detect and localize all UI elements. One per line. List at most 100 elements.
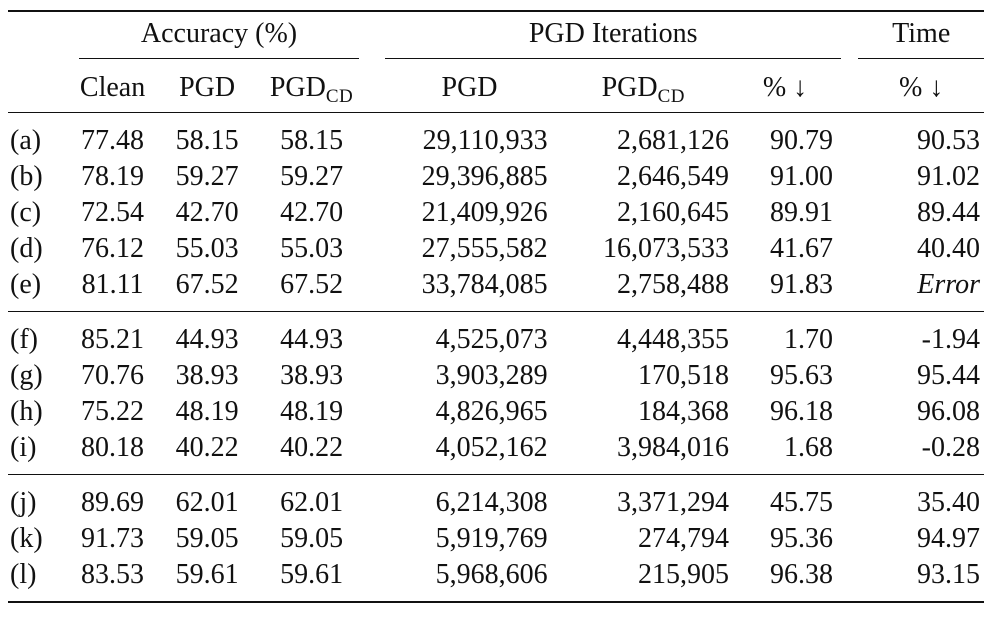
row-label: (f) — [10, 324, 38, 355]
cell-iter-pct: 90.79 — [769, 125, 833, 156]
cell-time-pct: 95.44 — [917, 360, 980, 391]
table-row: (a) 77.48 58.15 58.15 29,110,933 2,681,126 90.… — [8, 112, 984, 160]
cell-pgdcd: 38.93 — [280, 360, 344, 391]
cell-time-pct: -1.94 — [921, 324, 980, 355]
cell-iter-pct: 95.36 — [769, 523, 833, 554]
cell-pgd: 62.01 — [175, 487, 239, 518]
row-label: (c) — [10, 197, 42, 228]
header-row-groups: Accuracy (%) PGD Iterations Time — [8, 11, 984, 64]
results-table: Accuracy (%) PGD Iterations Time Clean P… — [8, 10, 984, 603]
cell-time-pct: 94.97 — [917, 523, 980, 554]
cell-iter-pgdcd: 3,371,294 — [616, 487, 729, 518]
cell-time-pct: -0.28 — [921, 432, 980, 463]
cell-pgd: 55.03 — [175, 233, 239, 264]
cell-pgdcd: 48.19 — [280, 396, 344, 427]
table-row: (f) 85.21 44.93 44.93 4,525,073 4,448,355 1.70… — [8, 311, 984, 359]
cell-iter-pgd: 4,052,162 — [435, 432, 548, 463]
cell-iter-pct: 45.75 — [769, 487, 833, 518]
cell-iter-pgdcd: 4,448,355 — [616, 324, 729, 355]
table-body: (a) 77.48 58.15 58.15 29,110,933 2,681,126 90.… — [8, 112, 984, 602]
cell-iter-pct: 89.91 — [769, 197, 833, 228]
row-label: (b) — [10, 161, 43, 192]
cell-pgdcd: 59.05 — [280, 523, 344, 554]
header-group-accuracy-label: Accuracy (%) — [78, 18, 360, 59]
cell-pgdcd: 55.03 — [280, 233, 344, 264]
table-row: (e) 81.11 67.52 67.52 33,784,085 2,758,488 91.… — [8, 267, 984, 312]
cell-time-pct: 91.02 — [917, 161, 980, 192]
cell-iter-pct: 1.70 — [783, 324, 833, 355]
cell-iter-pgd: 4,525,073 — [435, 324, 548, 355]
header-group-pgd-iterations-label: PGD Iterations — [385, 18, 841, 59]
table-row: (l) 83.53 59.61 59.61 5,968,606 215,905 96.38 9… — [8, 557, 984, 602]
col-header-pgdcd: PGDCD — [254, 64, 369, 113]
table-row: (g) 70.76 38.93 38.93 3,903,289 170,518 95.63 9… — [8, 358, 984, 394]
cell-iter-pct: 41.67 — [769, 233, 833, 264]
cell-iter-pgd: 29,110,933 — [422, 125, 548, 156]
cell-iter-pct: 91.00 — [769, 161, 833, 192]
cell-pgd: 42.70 — [175, 197, 239, 228]
col-header-pgd: PGD — [179, 72, 236, 103]
cell-pgd: 40.22 — [175, 432, 239, 463]
header-group-accuracy: Accuracy (%) — [65, 11, 369, 64]
cell-iter-pgd: 4,826,965 — [435, 396, 548, 427]
cell-clean: 72.54 — [81, 197, 145, 228]
header-group-time-label: Time — [858, 18, 984, 59]
row-label: (l) — [10, 559, 37, 590]
cell-iter-pgd: 29,396,885 — [421, 161, 548, 192]
cell-iter-pgdcd: 2,758,488 — [616, 269, 729, 300]
cell-iter-pgdcd: 2,160,645 — [616, 197, 729, 228]
row-label: (d) — [10, 233, 43, 264]
col-header-pgdcd-base: PGD — [269, 72, 326, 103]
col-header-time-pct: % ↓ — [899, 72, 944, 103]
cell-iter-pgd: 5,968,606 — [435, 559, 548, 590]
header-empty-cell — [8, 11, 65, 64]
table-row: (h) 75.22 48.19 48.19 4,826,965 184,368 96.18 9… — [8, 394, 984, 430]
cell-iter-pct: 96.38 — [769, 559, 833, 590]
col-header-iter-pct: % ↓ — [762, 72, 808, 103]
cell-iter-pct: 91.83 — [769, 269, 833, 300]
cell-iter-pgdcd: 3,984,016 — [616, 432, 729, 463]
cell-iter-pgd: 5,919,769 — [435, 523, 548, 554]
table-row: (b) 78.19 59.27 59.27 29,396,885 2,646,549 91.… — [8, 159, 984, 195]
col-header-iter-pgdcd-sub: CD — [657, 86, 685, 107]
header-group-time: Time — [858, 11, 984, 64]
cell-clean: 85.21 — [81, 324, 145, 355]
cell-clean: 91.73 — [81, 523, 145, 554]
cell-clean: 89.69 — [81, 487, 145, 518]
cell-iter-pgd: 21,409,926 — [421, 197, 548, 228]
cell-pgdcd: 42.70 — [280, 197, 344, 228]
cell-iter-pgdcd: 274,794 — [637, 523, 729, 554]
col-header-clean: Clean — [79, 72, 146, 103]
cell-clean: 76.12 — [81, 233, 145, 264]
cell-time-pct: 35.40 — [917, 487, 980, 518]
cell-pgdcd: 67.52 — [280, 269, 344, 300]
cell-pgd: 59.61 — [175, 559, 239, 590]
table-row: (j) 89.69 62.01 62.01 6,214,308 3,371,294 45.7… — [8, 474, 984, 522]
cell-iter-pct: 96.18 — [769, 396, 833, 427]
cell-pgd: 59.05 — [175, 523, 239, 554]
col-header-iter-pgd: PGD — [441, 72, 498, 103]
row-label: (e) — [10, 269, 42, 300]
cell-clean: 80.18 — [81, 432, 145, 463]
table-row: (d) 76.12 55.03 55.03 27,555,582 16,073,533 41… — [8, 231, 984, 267]
col-header-pgdcd-sub: CD — [325, 86, 354, 107]
row-label: (g) — [10, 360, 43, 391]
cell-time-pct: 93.15 — [917, 559, 980, 590]
table-row: (k) 91.73 59.05 59.05 5,919,769 274,794 95.36 9… — [8, 521, 984, 557]
table-row: (c) 72.54 42.70 42.70 21,409,926 2,160,645 89.… — [8, 195, 984, 231]
cell-iter-pgdcd: 16,073,533 — [602, 233, 729, 264]
row-label: (a) — [10, 125, 42, 156]
cell-iter-pgdcd: 170,518 — [637, 360, 729, 391]
cell-clean: 78.19 — [81, 161, 145, 192]
cell-pgd: 48.19 — [175, 396, 239, 427]
cell-iter-pgd: 27,555,582 — [421, 233, 548, 264]
cell-clean: 83.53 — [81, 559, 145, 590]
col-header-iter-pgdcd-base: PGD — [601, 72, 658, 103]
cell-iter-pgd: 33,784,085 — [421, 269, 548, 300]
cell-time-pct: Error — [917, 269, 980, 300]
row-label: (i) — [10, 432, 37, 463]
cell-pgd: 59.27 — [175, 161, 239, 192]
cell-iter-pct: 95.63 — [769, 360, 833, 391]
cell-clean: 75.22 — [81, 396, 145, 427]
cell-pgdcd: 40.22 — [280, 432, 344, 463]
